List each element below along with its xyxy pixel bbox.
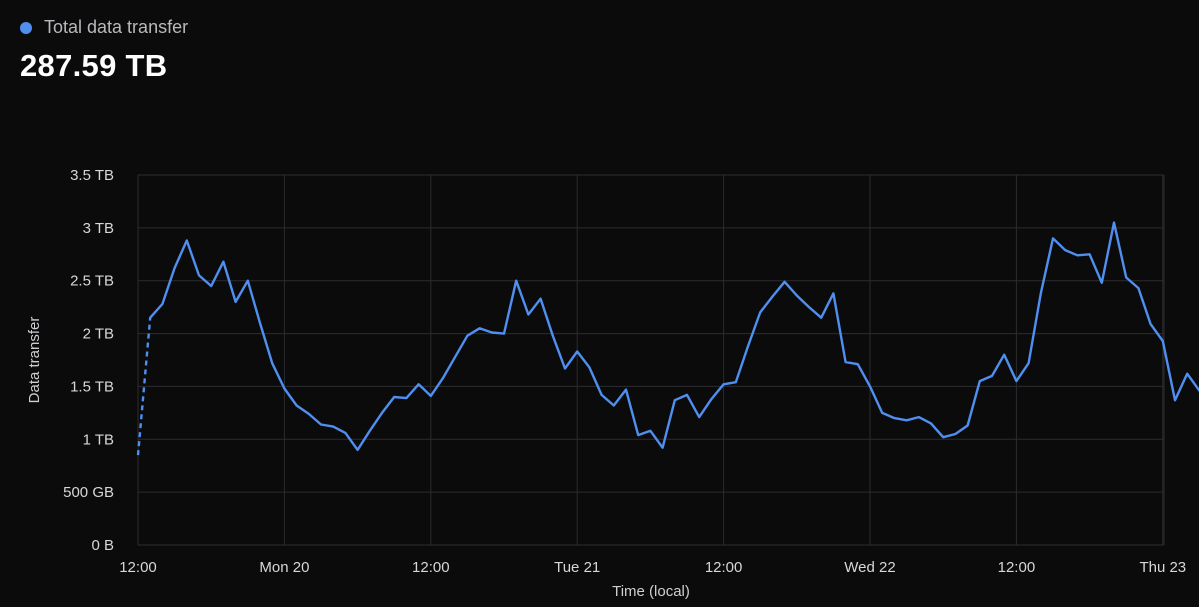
y-tick-label: 0 B <box>91 537 114 554</box>
legend-dot <box>20 21 32 34</box>
x-tick-label: Mon 20 <box>259 559 309 576</box>
series-line[interactable] <box>149 221 1199 470</box>
y-tick-label: 1 TB <box>83 431 114 448</box>
legend[interactable]: Total data transfer <box>20 17 188 38</box>
y-tick-label: 3 TB <box>83 220 114 237</box>
y-tick-label: 500 GB <box>63 484 114 501</box>
chart-header: Total data transfer 287.59 TB <box>20 17 188 84</box>
legend-label: Total data transfer <box>44 17 189 37</box>
y-tick-label: 2.5 TB <box>70 273 114 290</box>
x-tick-label: 12:00 <box>412 559 450 576</box>
y-tick-label: 2 TB <box>83 326 114 343</box>
total-value: 287.59 TB <box>20 48 168 83</box>
y-tick-label: 1.5 TB <box>70 378 114 395</box>
series-line-dashed-start <box>136 317 152 456</box>
x-axis-ticks: 12:00 Mon 20 12:00 Tue 21 12:00 Wed 22 12:00 Th… <box>119 559 1186 576</box>
x-tick-label: Thu 23 <box>1139 559 1186 576</box>
y-axis-title: Data transfer <box>26 317 43 404</box>
x-tick-label: 12:00 <box>119 559 157 576</box>
y-axis-ticks: 0 B 500 GB 1 TB 1.5 TB 2 TB 2.5 TB 3 TB 3.5 TB <box>63 167 114 554</box>
series-group <box>136 221 1199 470</box>
x-axis-title: Time (local) <box>612 583 690 600</box>
x-tick-label: Wed 22 <box>844 559 895 576</box>
x-tick-label: Tue 21 <box>554 559 600 576</box>
x-tick-label: 12:00 <box>705 559 743 576</box>
x-tick-label: 12:00 <box>998 559 1036 576</box>
y-tick-label: 3.5 TB <box>70 167 114 184</box>
grid <box>137 174 1165 546</box>
